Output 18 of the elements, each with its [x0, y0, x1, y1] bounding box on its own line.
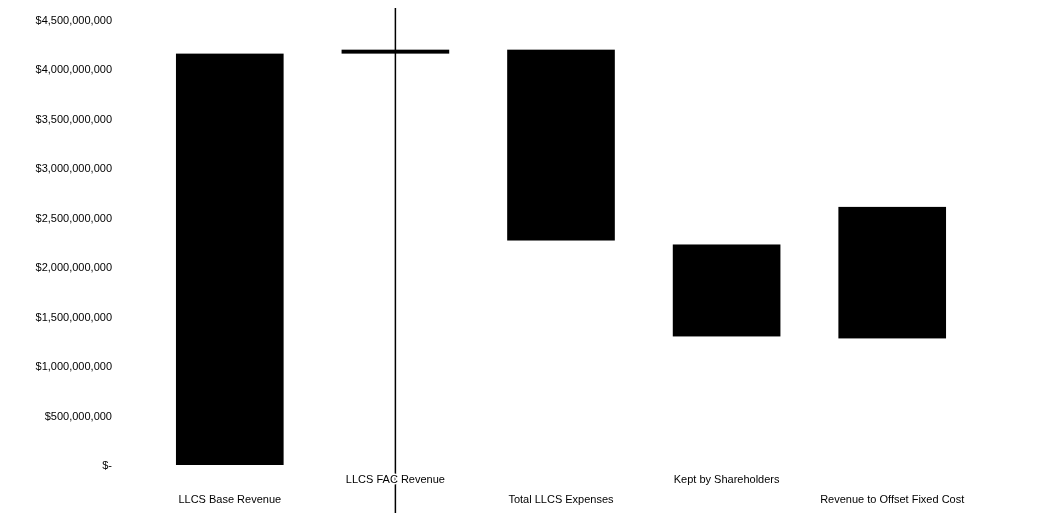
- x-tick-label: Revenue to Offset Fixed Cost: [820, 493, 965, 505]
- y-tick-label: $1,500,000,000: [35, 310, 112, 323]
- bar: [175, 53, 284, 465]
- y-tick-label: $2,500,000,000: [35, 211, 112, 224]
- bar: [507, 49, 615, 241]
- x-tick-label: Total LLCS Expenses: [508, 493, 615, 505]
- y-tick-label: $3,500,000,000: [35, 112, 112, 125]
- x-tick-label: Kept by Shareholders: [673, 473, 780, 485]
- y-tick-label: $2,000,000,000: [35, 261, 112, 274]
- y-tick-label: $4,500,000,000: [35, 14, 112, 27]
- bar: [838, 206, 947, 339]
- y-tick-label: $4,000,000,000: [35, 63, 112, 76]
- x-tick-label: LLCS Base Revenue: [178, 493, 282, 505]
- y-tick-label: $1,000,000,000: [35, 360, 112, 373]
- y-tick-label: $3,000,000,000: [35, 162, 112, 175]
- y-tick-label: $500,000,000: [44, 409, 112, 422]
- bar: [672, 244, 781, 337]
- y-tick-label: $-: [102, 459, 113, 472]
